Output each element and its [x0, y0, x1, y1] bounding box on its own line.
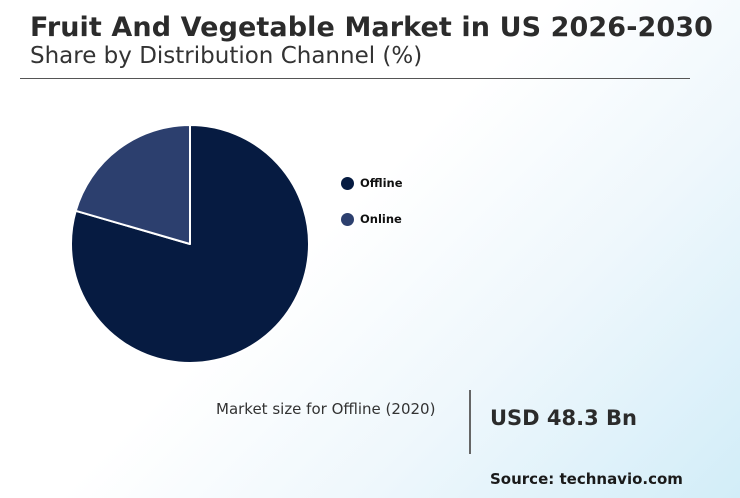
legend-label-online: Online — [360, 212, 402, 226]
pie-slice-online — [74, 124, 191, 245]
chart-subtitle: Share by Distribution Channel (%) — [30, 43, 423, 69]
source-credit: Source: technavio.com — [490, 470, 683, 488]
market-size-value: USD 48.3 Bn — [490, 406, 637, 430]
legend-swatch-online — [341, 212, 354, 226]
chart-title: Fruit And Vegetable Market in US 2026-20… — [30, 12, 714, 43]
legend-item-online: Online — [341, 211, 403, 227]
title-divider — [20, 78, 690, 79]
market-divider — [469, 390, 471, 454]
legend-item-offline: Offline — [341, 175, 403, 191]
legend-label-offline: Offline — [360, 176, 403, 190]
legend-swatch-offline — [341, 176, 354, 190]
chart-legend: Offline Online — [341, 175, 403, 247]
market-size-label: Market size for Offline (2020) — [216, 400, 436, 418]
